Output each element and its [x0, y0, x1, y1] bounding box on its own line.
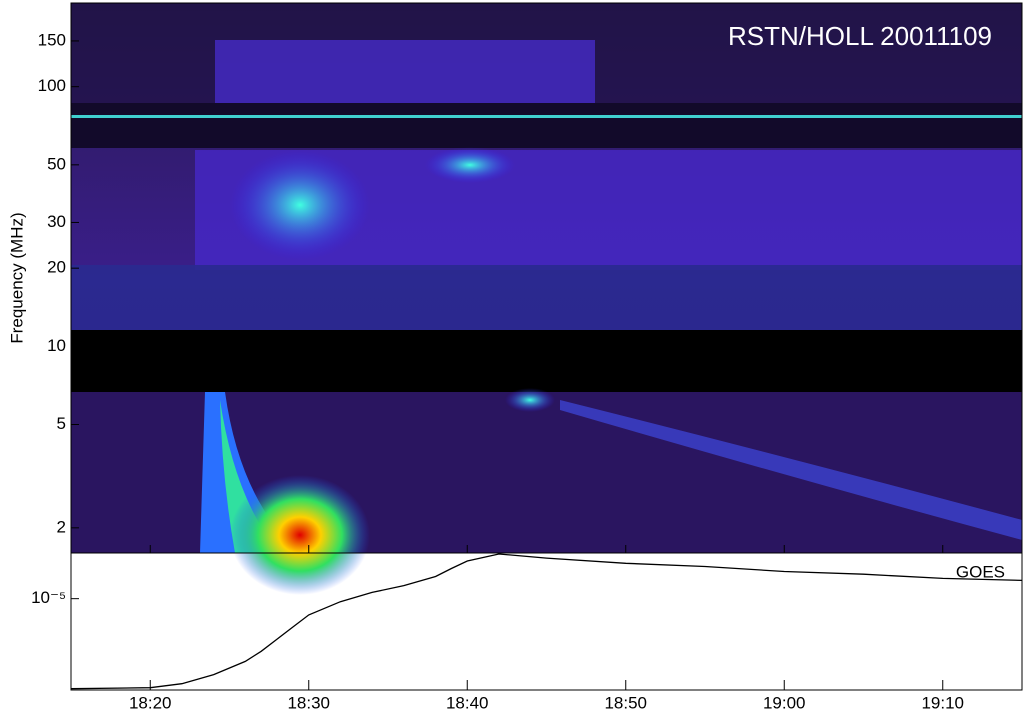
- y-tick-label: 5: [57, 414, 66, 433]
- x-tick-label: 19:00: [763, 693, 806, 712]
- x-tick-label: 18:50: [604, 693, 647, 712]
- y-axis-label: Frequency (MHz): [7, 212, 26, 343]
- y-tick-label: 2: [57, 517, 66, 536]
- goes-line: [70, 553, 1023, 690]
- chart-title: RSTN/HOLL 20011109: [728, 21, 992, 51]
- y-tick-label: 20: [47, 258, 66, 277]
- x-tick-label: 18:30: [287, 693, 330, 712]
- y-tick-label: 100: [38, 76, 66, 95]
- y-tick-label: 30: [47, 212, 66, 231]
- goes-frame: [70, 552, 1023, 691]
- y-tick-label: 150: [38, 30, 66, 49]
- x-tick-label: 19:10: [921, 693, 964, 712]
- x-tick-label: 18:40: [446, 693, 489, 712]
- x-tick-label: 18:20: [129, 693, 172, 712]
- annotation: GOES: [956, 562, 1005, 581]
- y-tick-label: 50: [47, 154, 66, 173]
- y-tick-label: 10⁻⁵: [31, 588, 66, 607]
- spectrogram-image: [71, 3, 1022, 595]
- y-tick-label: 10: [47, 336, 66, 355]
